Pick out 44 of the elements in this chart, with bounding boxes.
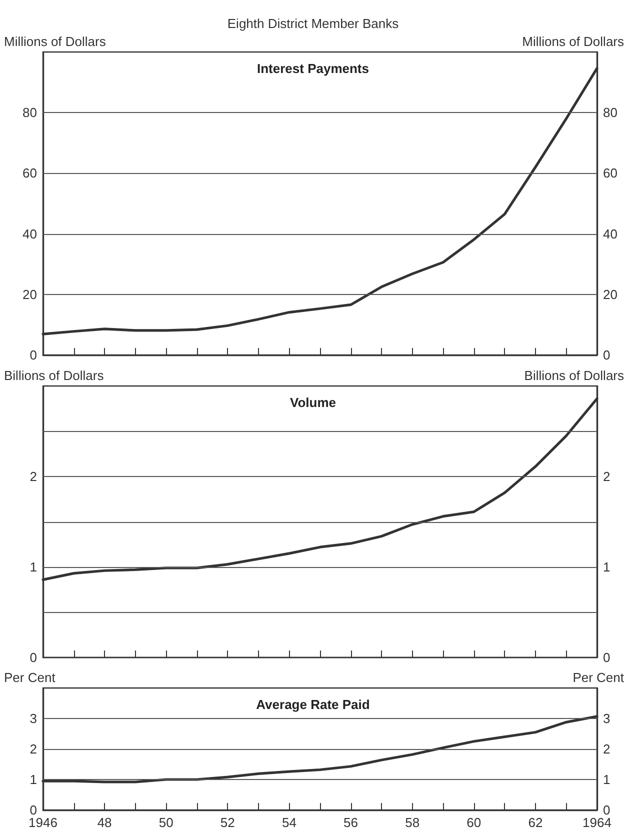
y2-tick-label: 0 [603,650,610,665]
x-tick-label: 60 [466,815,482,830]
y-tick-label: 80 [22,105,37,120]
y2-axis-title: Billions of Dollars [524,368,624,383]
y-axis-title: Per Cent [4,670,56,685]
y-tick-label: 1 [30,560,37,574]
y-tick-label: 0 [30,650,37,665]
x-tick-label: 1946 [28,815,58,830]
y-tick-label: 2 [30,742,37,756]
y-tick-label: 20 [22,286,37,302]
y-tick-label: 1 [30,772,37,787]
y2-tick-label: 0 [603,348,610,362]
y2-tick-label: 40 [603,226,618,242]
x-tick-label: 62 [528,815,543,830]
x-tick-label: 54 [282,815,296,830]
y-tick-label: 3 [30,711,37,726]
y-axis-title: Millions of Dollars [4,34,106,49]
text: Volume [290,395,336,410]
y2-tick-label: 2 [603,469,610,484]
x-tick-label: 48 [97,815,112,830]
y-tick-label: 40 [22,226,37,242]
y-tick-label: 0 [30,802,37,818]
y2-tick-label: 1 [603,772,610,787]
x-tick-label: 58 [405,815,420,830]
y2-tick-label: 3 [603,711,610,726]
y2-tick-label: 20 [603,286,618,302]
y2-axis-title: Millions of Dollars [522,34,624,49]
text: Interest Payments [257,61,369,76]
y-axis-title: Billions of Dollars [4,368,104,383]
x-tick-label: 52 [220,815,235,830]
y-tick-label: 0 [30,348,37,362]
y2-axis-title: Per Cent [572,670,624,685]
x-tick-label: 50 [158,815,174,830]
y2-tick-label: 2 [603,742,610,756]
y-tick-label: 60 [22,166,37,181]
y2-tick-label: 0 [603,802,610,818]
chart-subtitle: Eighth District Member Banks [227,16,400,31]
y2-tick-label: 60 [603,166,618,181]
y-tick-label: 2 [30,469,37,484]
x-tick-label: 1964 [582,815,612,830]
text: Average Rate Paid [256,697,370,712]
y2-tick-label: 1 [603,560,610,574]
y2-tick-label: 80 [603,105,618,120]
x-tick-label: 56 [344,815,358,830]
